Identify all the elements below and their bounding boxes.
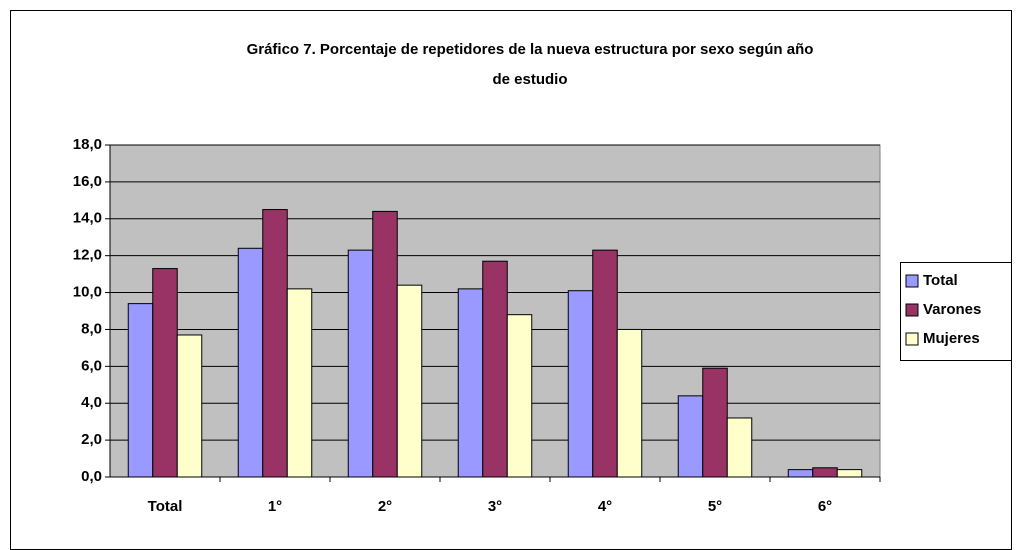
legend-label: Varones	[923, 301, 981, 318]
x-tick-label: 2°	[378, 498, 392, 515]
x-tick-label: 1°	[268, 498, 282, 515]
legend-swatch	[905, 332, 919, 346]
x-tick-label: 6°	[818, 498, 832, 515]
legend-label: Total	[923, 272, 958, 289]
x-tick-label: Total	[148, 498, 183, 515]
bar	[567, 290, 594, 478]
legend	[900, 262, 1012, 361]
bar	[152, 268, 178, 478]
legend-swatch	[905, 274, 919, 288]
bar	[262, 209, 288, 478]
bar	[812, 467, 838, 478]
legend-label: Mujeres	[923, 330, 980, 347]
bar	[396, 284, 423, 478]
y-tick-label: 18,0	[73, 136, 102, 153]
y-tick-label: 0,0	[81, 468, 102, 485]
bar	[237, 247, 264, 478]
bar	[176, 334, 203, 478]
bar	[372, 210, 398, 478]
x-tick-label: 3°	[488, 498, 502, 515]
bar	[726, 417, 753, 478]
y-tick-label: 16,0	[73, 173, 102, 190]
bar	[482, 260, 508, 478]
x-tick-label: 4°	[598, 498, 612, 515]
bar	[592, 249, 618, 478]
y-tick-label: 4,0	[81, 394, 102, 411]
y-tick-label: 8,0	[81, 320, 102, 337]
bar	[127, 303, 154, 478]
y-tick-label: 2,0	[81, 431, 102, 448]
bar	[787, 469, 814, 478]
bar	[347, 249, 374, 478]
y-tick-label: 10,0	[73, 284, 102, 301]
bar	[836, 469, 863, 478]
y-tick-label: 14,0	[73, 210, 102, 227]
bar	[616, 328, 643, 478]
y-tick-label: 12,0	[73, 247, 102, 264]
chart-title: Gráfico 7. Porcentaje de repetidores de …	[247, 41, 814, 58]
x-tick-label: 5°	[708, 498, 722, 515]
legend-swatch	[905, 303, 919, 317]
y-tick-label: 6,0	[81, 357, 102, 374]
bar	[702, 367, 728, 478]
bar	[286, 288, 313, 478]
bar	[457, 288, 484, 478]
bar	[506, 314, 533, 478]
bar	[677, 395, 704, 478]
chart-title: de estudio	[492, 71, 567, 88]
